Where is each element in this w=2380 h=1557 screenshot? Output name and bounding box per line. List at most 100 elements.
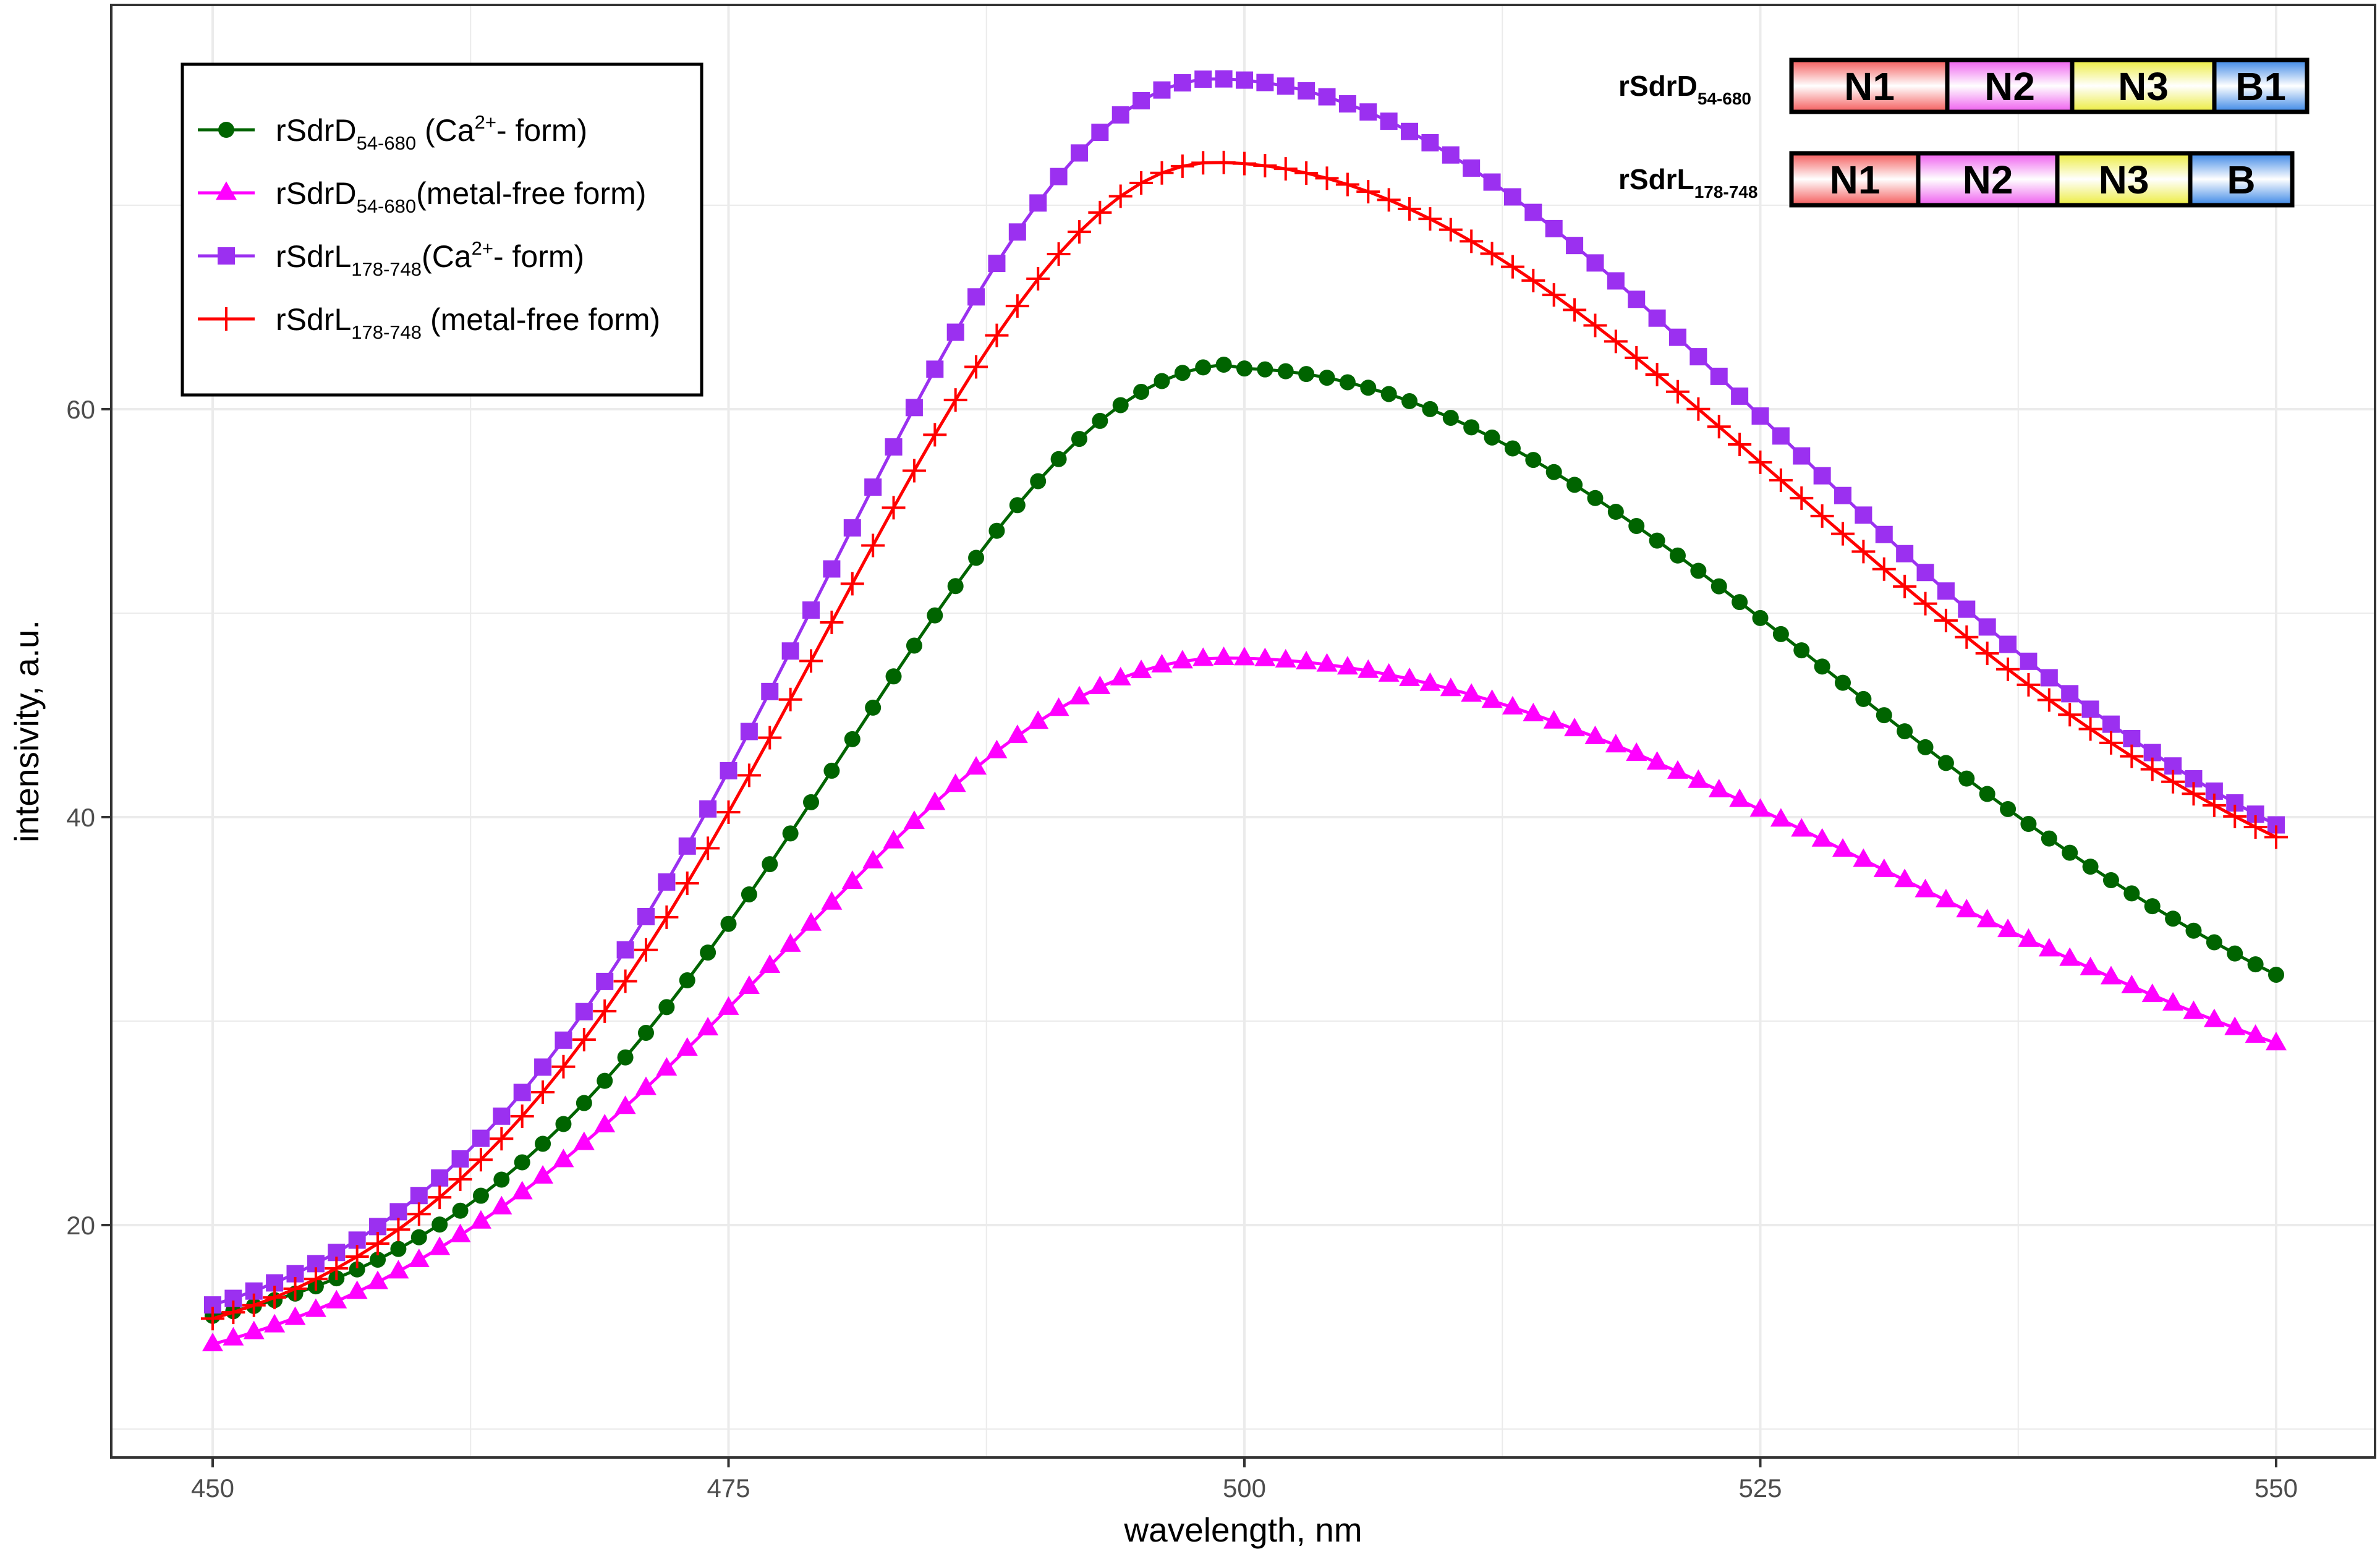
data-point (1215, 356, 1232, 373)
data-point (1956, 899, 1978, 918)
data-point (1564, 718, 1586, 737)
data-point (762, 856, 778, 873)
data-point (1896, 545, 1914, 562)
data-point (966, 756, 987, 775)
data-point (2183, 1000, 2204, 1019)
domain-row-rSdrD: rSdrD54-680 N1 N2 N3 B1 (1618, 57, 2310, 114)
data-point (264, 1313, 286, 1333)
data-point (1461, 683, 1482, 702)
data-point (1913, 592, 1937, 616)
data-point (431, 1216, 448, 1233)
data-point (1088, 200, 1112, 224)
data-point (1236, 71, 1253, 89)
legend-key-marker (218, 122, 234, 138)
data-point (799, 649, 823, 673)
data-point (1955, 625, 1979, 649)
data-point (861, 533, 885, 558)
data-point (968, 549, 985, 566)
data-point (572, 1028, 596, 1052)
data-point (1112, 397, 1129, 414)
legend-entry-s3: rSdrL178-748(Ca2+- form) (198, 237, 584, 280)
data-point (1503, 188, 1521, 206)
data-point (325, 1257, 349, 1281)
data-point (408, 1248, 430, 1267)
data-point (2061, 685, 2079, 703)
data-point (1851, 540, 1876, 564)
legend-key-marker (218, 247, 235, 265)
data-point (2120, 744, 2144, 768)
series-s2 (202, 647, 2287, 1352)
legend-label: rSdrL178-748(Ca2+- form) (276, 237, 584, 280)
data-point (1070, 144, 1088, 162)
data-point (1625, 346, 1649, 370)
data-point (1583, 313, 1607, 337)
data-point (1997, 919, 2019, 938)
data-point (1233, 151, 1256, 176)
data-point (823, 762, 840, 779)
data-point (924, 791, 946, 810)
data-point (223, 1326, 244, 1346)
data-point (1873, 858, 1895, 877)
data-point (1359, 103, 1377, 121)
data-point (389, 1203, 407, 1221)
data-point (1791, 818, 1813, 837)
data-point (906, 637, 922, 654)
data-point (2018, 928, 2039, 947)
data-point (1173, 74, 1191, 91)
data-point (716, 800, 741, 825)
data-point (510, 1104, 534, 1128)
legend-box (181, 62, 703, 397)
x-tick-label: 500 (1223, 1474, 1266, 1503)
data-point (283, 1276, 307, 1300)
data-point (597, 1072, 613, 1089)
data-point (2227, 945, 2243, 962)
data-point (1605, 734, 1626, 753)
data-point (2123, 885, 2140, 902)
data-point (1504, 440, 1521, 457)
data-point (1686, 397, 1711, 421)
data-point (1273, 157, 1298, 181)
data-point (1398, 197, 1422, 221)
domain-box (1789, 151, 1921, 208)
data-point (740, 723, 758, 740)
data-point (576, 1095, 592, 1111)
data-point (1935, 888, 1957, 907)
data-point (2202, 793, 2226, 817)
data-point (801, 912, 822, 931)
data-point (1421, 134, 1439, 151)
data-point (1834, 486, 1852, 504)
data-point (802, 601, 820, 619)
data-point (1751, 407, 1769, 425)
data-point (885, 438, 903, 456)
domain-box (1916, 151, 2060, 208)
data-point (1996, 657, 2020, 681)
data-point (305, 1298, 326, 1317)
data-point (1153, 81, 1171, 99)
data-point (1256, 74, 1274, 91)
data-point (1174, 365, 1191, 381)
data-point (2165, 910, 2182, 927)
data-point (1071, 431, 1087, 448)
data-point (1108, 184, 1133, 208)
data-point (345, 1244, 369, 1268)
data-point (679, 972, 695, 989)
legend-label-subscript: 178-748 (351, 258, 422, 280)
data-point (1316, 653, 1338, 672)
grid-lines (111, 5, 2375, 1457)
data-point (927, 607, 943, 624)
data-point (1030, 473, 1047, 490)
data-point (1110, 666, 1131, 685)
data-point (823, 560, 841, 578)
data-point (367, 1270, 389, 1289)
data-point (1732, 594, 1748, 611)
y-tick-label: 40 (66, 803, 95, 832)
data-point (1298, 366, 1315, 383)
domain-label: N1 (1844, 64, 1895, 109)
data-point (635, 1076, 657, 1095)
data-point (1050, 168, 1068, 185)
data-point (675, 872, 699, 896)
series-s4 (201, 150, 2288, 1331)
data-point (1192, 647, 1214, 666)
data-point (903, 810, 925, 829)
data-point (555, 1116, 572, 1132)
